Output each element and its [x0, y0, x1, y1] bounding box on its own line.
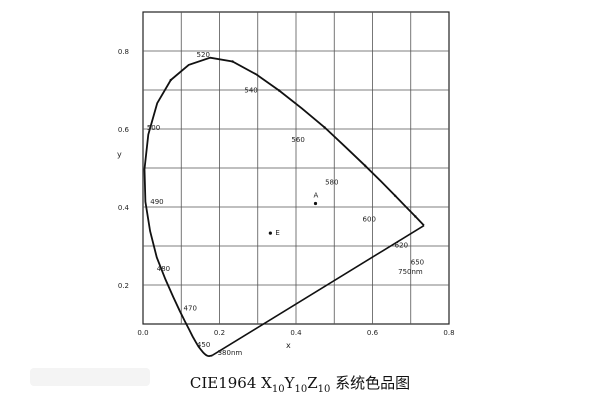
- figure-caption: CIE1964 X10Y10Z10 系统色品图: [0, 372, 600, 395]
- caption-x-sub: 10: [271, 384, 285, 395]
- wavelength-label: 620: [395, 242, 408, 250]
- x-axis-label: x: [286, 341, 291, 350]
- point-marker: [313, 201, 318, 206]
- wavelength-label: 560: [291, 136, 304, 144]
- points: AE: [268, 191, 319, 237]
- wavelength-label: 490: [150, 198, 163, 206]
- locus-tick: [363, 164, 367, 167]
- point-label: E: [275, 229, 279, 237]
- wavelength-label: 600: [363, 215, 376, 223]
- locus-tick: [414, 215, 417, 218]
- wavelength-label: 480: [157, 265, 170, 273]
- x-tick-label: 0.0: [137, 329, 148, 337]
- caption-y-sub: 10: [294, 384, 308, 395]
- wavelength-label: 500: [147, 124, 160, 132]
- wavelength-label: 470: [184, 305, 197, 313]
- grid: [142, 11, 450, 325]
- y-tick-label: 0.8: [118, 48, 129, 56]
- spectral-locus: [143, 56, 425, 358]
- wavelength-label: 380nm: [218, 349, 243, 357]
- y-tick-label: 0.6: [118, 126, 130, 134]
- wavelength-label: 540: [244, 87, 257, 95]
- x-tick-label: 0.2: [214, 329, 225, 337]
- x-tick-label: 0.8: [443, 329, 454, 337]
- caption-z: Z: [307, 374, 318, 392]
- point-label: A: [314, 191, 319, 199]
- caption-z-sub: 10: [317, 384, 331, 395]
- x-tick-label: 0.4: [290, 329, 302, 337]
- locus-tick: [323, 126, 326, 129]
- wavelength-label: 580: [325, 178, 338, 186]
- purple-line: [211, 224, 425, 356]
- y-axis-label: y: [117, 150, 122, 159]
- locus-tick: [231, 60, 234, 63]
- wavelength-label: 450: [197, 341, 210, 349]
- y-tick-label: 0.2: [118, 282, 129, 290]
- wavelength-label: 520: [197, 51, 210, 59]
- wavelength-label: 650: [411, 258, 424, 266]
- caption-y: Y: [284, 374, 295, 392]
- locus-tick: [169, 78, 172, 82]
- wavelength-label: 750nm: [398, 268, 423, 276]
- caption-x: X: [261, 374, 272, 392]
- background-smudge: [30, 368, 150, 386]
- locus-tick: [393, 194, 397, 197]
- x-tick-label: 0.6: [367, 329, 379, 337]
- point-marker: [268, 231, 272, 235]
- locus-tick: [277, 89, 281, 92]
- y-tick-label: 0.4: [118, 204, 130, 212]
- caption-suffix: 系统色品图: [330, 374, 411, 392]
- caption-prefix: CIE1964: [189, 374, 262, 392]
- axes: 0.0 0.2 0.4 0.6 0.8 0.2 0.4 0.6 0.8: [118, 48, 455, 337]
